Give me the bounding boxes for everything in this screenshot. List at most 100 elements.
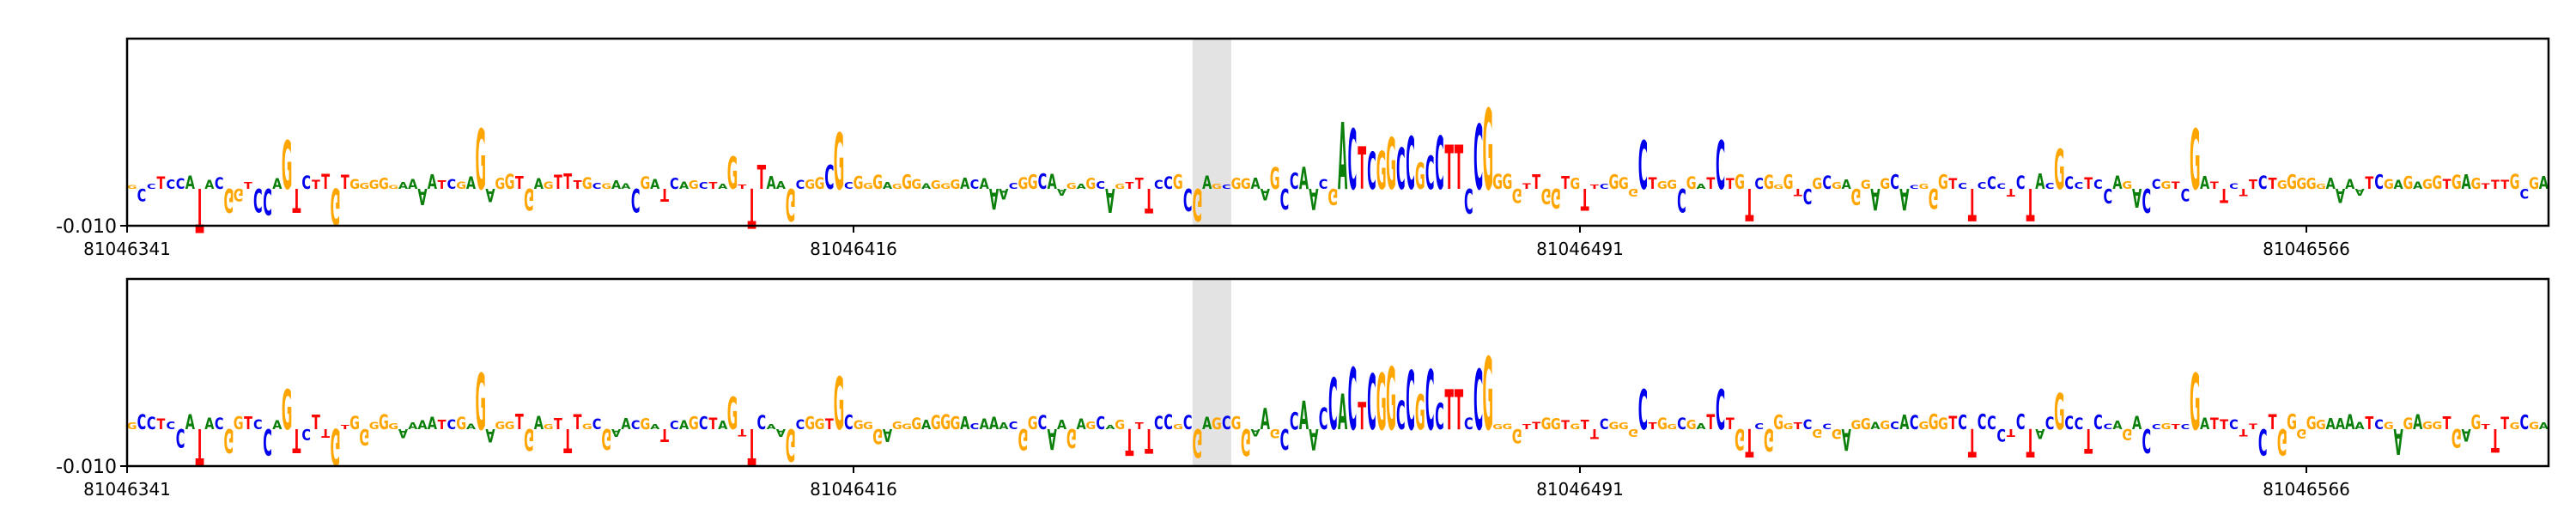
logo-letter: A: [2345, 410, 2355, 434]
logo-letter: C: [2093, 178, 2103, 192]
logo-peak-letter: G: [834, 118, 845, 209]
logo-letter: A: [1299, 393, 1309, 439]
logo-letter: C: [301, 173, 311, 194]
logo-letter: C: [1754, 174, 1764, 192]
logo-letter: C: [1435, 122, 1444, 207]
logo-letter: G: [1918, 421, 1929, 433]
logo-panel-bottom: G C C T C CA T A C G G T C C A G T CT T G T GG G G G A A A A T C G A G A G G…: [56, 277, 2550, 500]
logo-letter: G: [544, 180, 554, 191]
logo-letter: A: [1251, 175, 1261, 193]
logo-letter: C: [1435, 397, 1444, 439]
logo-letter: A: [1696, 182, 1706, 191]
logo-letter: C: [1163, 174, 1173, 194]
logo-letter: C: [1183, 413, 1193, 434]
logo-letter: T: [2210, 180, 2219, 191]
logo-letter: A: [1309, 421, 1318, 455]
logo-letter: C: [1396, 138, 1406, 203]
logo-letter: C: [263, 420, 272, 461]
logo-letter: T: [1145, 421, 1153, 460]
logo-letter: A: [2200, 414, 2209, 433]
logo-letter: A: [883, 424, 892, 444]
logo-letter: A: [999, 185, 1009, 203]
logo-letter: G: [388, 421, 398, 431]
logo-letter: A: [1202, 173, 1212, 194]
logo-letter: G: [1570, 175, 1580, 193]
logo-letter: C: [1464, 181, 1473, 220]
logo-letter: C: [844, 410, 854, 434]
logo-letter: T: [157, 174, 166, 194]
logo-letter: A: [980, 415, 990, 433]
logo-letter: C: [1464, 415, 1473, 433]
logo-letter: G: [2316, 182, 2326, 191]
logo-letter: A: [989, 415, 999, 434]
logo-letter: C: [263, 179, 272, 221]
logo-letter: C: [253, 181, 263, 218]
logo-letter: C: [147, 183, 156, 191]
logo-letter: C: [1396, 393, 1406, 439]
logo-letter: A: [1261, 185, 1270, 203]
logo-letter: C: [1600, 415, 1609, 433]
logo-letter: G: [1241, 420, 1251, 461]
logo-letter: C: [2064, 413, 2074, 433]
logo-letter: C: [137, 410, 147, 434]
logo-letter: C: [1009, 420, 1018, 433]
logo-letter: A: [1076, 183, 1085, 191]
y-axis: -0.010: [56, 216, 127, 238]
logo-letter: G: [1812, 174, 1822, 192]
logo-letter: T: [563, 421, 572, 460]
y-tick-label: -0.010: [56, 216, 117, 238]
logo-letter: G: [863, 421, 873, 432]
logo-letter: G: [1667, 423, 1677, 431]
logo-letter: A: [408, 176, 417, 192]
logo-dip-letter: T: [196, 173, 204, 244]
logo-letter: T: [1649, 174, 1657, 192]
logo-letter: C: [1406, 354, 1415, 448]
logo-letter: A: [1048, 170, 1058, 194]
logo-letter: A: [2112, 173, 2123, 194]
logo-letter: C: [1803, 416, 1813, 433]
logo-letter: C: [1319, 403, 1328, 437]
logo-letter: G: [1773, 410, 1783, 434]
logo-dip-letter: T: [1745, 179, 1753, 230]
logo-letter: C: [592, 416, 602, 433]
logo-dip-letter: G: [1327, 184, 1338, 209]
logo-peak-letter: G: [1483, 87, 1494, 215]
logo-letter: A: [679, 419, 690, 433]
logo-letter: G: [1832, 426, 1842, 442]
logo-dip-letter: T: [1968, 179, 1977, 230]
logo-letter: G: [505, 420, 515, 433]
logo-peak-letter: G: [727, 148, 738, 200]
logo-letter: C: [1910, 184, 1919, 191]
logo-letter: A: [2336, 184, 2346, 205]
logo-letter: G: [127, 184, 137, 190]
logo-letter: G: [2451, 173, 2462, 194]
logo-letter: A: [776, 180, 787, 192]
logo-letter: G: [902, 422, 912, 431]
logo-peak-letter: G: [2054, 139, 2065, 203]
logo-letter: A: [408, 421, 417, 432]
logo-letter: T: [2172, 180, 2180, 191]
logo-letter: A: [2539, 174, 2549, 194]
logo-letter: G: [1386, 124, 1396, 206]
x-tick-label: 81046491: [1536, 239, 1624, 259]
logo-letter: A: [1338, 384, 1347, 441]
logo-letter: G: [1783, 170, 1794, 194]
logo-letter: G: [1028, 170, 1038, 194]
logo-letter: T: [1581, 181, 1589, 215]
logo-letter: G: [940, 182, 951, 191]
logo-letter: A: [650, 176, 659, 192]
logo-letter: A: [718, 182, 728, 191]
logo-letter: G: [601, 182, 611, 191]
logo-letter: C: [2181, 423, 2190, 431]
logo-letter: T: [2220, 184, 2228, 206]
logo-letter: C: [2229, 182, 2239, 191]
logo-dip-letter: G: [223, 421, 234, 460]
logo-letter: A: [204, 179, 214, 192]
logo-letter: T: [2210, 414, 2219, 433]
logo-dip-letter: T: [196, 417, 204, 475]
logo-letter: G: [359, 424, 369, 450]
logo-letter: C: [137, 184, 147, 203]
logo-letter: A: [960, 413, 969, 433]
logo-letter: A: [2112, 420, 2123, 433]
logo-letter: G: [1812, 426, 1822, 439]
